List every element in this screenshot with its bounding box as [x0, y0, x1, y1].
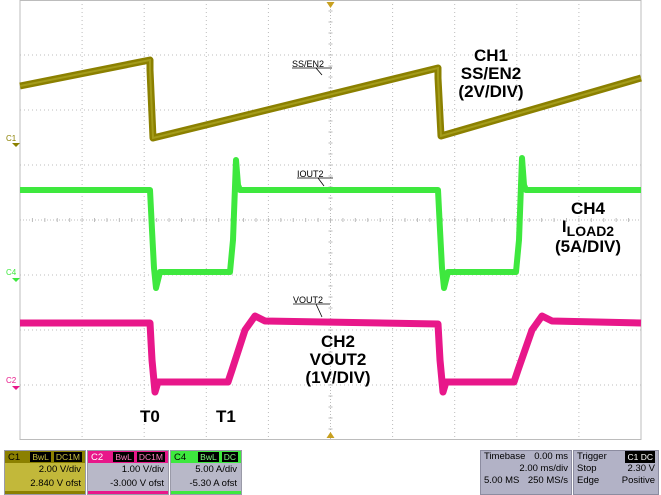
trace-tag-iout2: IOUT2 [297, 169, 324, 179]
channel-scale: 2.00 V/div [5, 463, 85, 477]
trigger-mode: Stop [577, 463, 597, 474]
trigger-position-marker [326, 2, 335, 8]
bandwidth-tag: BwL [113, 452, 134, 462]
channel-id: C4 [174, 451, 187, 463]
channel-scale: 5.00 A/div [171, 463, 241, 477]
oscilloscope-display: SS/EN2 IOUT2 VOUT2 C1 C4 C2 CH1 SS/EN2 (… [6, 0, 642, 440]
coupling-tag: DC [221, 452, 238, 462]
annotation-ch4: CH4 ILOAD2 (5A/DIV) [554, 199, 622, 256]
channel-level-marker-c1 [12, 143, 20, 147]
trace-tag-ss-en2: SS/EN2 [292, 59, 325, 69]
channel-marker-c2: C2 [6, 376, 17, 385]
timebase-samples: 5.00 MS [484, 475, 520, 486]
waveform-grid [12, 0, 642, 440]
coupling-tag: DC1M [136, 452, 165, 462]
status-bar: C1 BwL DC1M 2.00 V/div 2.840 V ofst C2 Bw… [0, 450, 661, 495]
annotation-ch2: CH2 VOUT2 (1V/DIV) [305, 332, 371, 387]
coupling-tag: DC1M [53, 452, 82, 462]
trigger-slope: Positive [621, 475, 655, 486]
channel-level-marker-c4 [12, 278, 20, 282]
channel-scale: 1.00 V/div [88, 463, 168, 477]
channel-level-marker-c2 [12, 386, 20, 390]
trace-tag-vout2: VOUT2 [293, 295, 324, 305]
channel-box-c4[interactable]: C4 BwL DC 5.00 A/div -5.30 A ofst [170, 450, 242, 495]
trigger-label: Trigger [577, 451, 607, 462]
trace-ch4 [20, 155, 641, 291]
trigger-box[interactable]: Trigger C1 DC Stop 2.30 V Edge Positive [573, 450, 659, 495]
trigger-level: 2.30 V [627, 463, 655, 474]
channel-box-c1[interactable]: C1 BwL DC1M 2.00 V/div 2.840 V ofst [4, 450, 86, 495]
timebase-rate: 250 MS/s [527, 475, 568, 486]
timebase-value: 0.00 ms [534, 451, 568, 462]
channel-offset: 2.840 V ofst [5, 477, 85, 491]
annotation-ch1: CH1 SS/EN2 (2V/DIV) [458, 46, 524, 101]
channel-box-c2[interactable]: C2 BwL DC1M 1.00 V/div -3.000 V ofst [87, 450, 169, 495]
channel-id: C2 [91, 451, 104, 463]
trace-ch1-core [19, 58, 642, 140]
bandwidth-tag: BwL [30, 452, 51, 462]
trigger-position-marker-bottom [326, 432, 335, 438]
trigger-source-badge: C1 DC [625, 451, 655, 463]
channel-offset: -3.000 V ofst [88, 477, 168, 491]
trigger-type: Edge [577, 475, 600, 486]
time-label-t1: T1 [216, 407, 236, 426]
timebase-box[interactable]: Timebase 0.00 ms 2.00 ms/div 5.00 MS 250 M… [480, 450, 572, 495]
time-label-t0: T0 [140, 407, 160, 426]
timebase-scale: 2.00 ms/div [519, 463, 568, 474]
channel-offset: -5.30 A ofst [171, 477, 241, 491]
channel-id: C1 [8, 451, 21, 463]
channel-marker-c1: C1 [6, 134, 17, 143]
timebase-label: Timebase [484, 451, 526, 462]
channel-marker-c4: C4 [6, 268, 17, 277]
bandwidth-tag: BwL [198, 452, 219, 462]
trace-ch2 [20, 312, 642, 396]
